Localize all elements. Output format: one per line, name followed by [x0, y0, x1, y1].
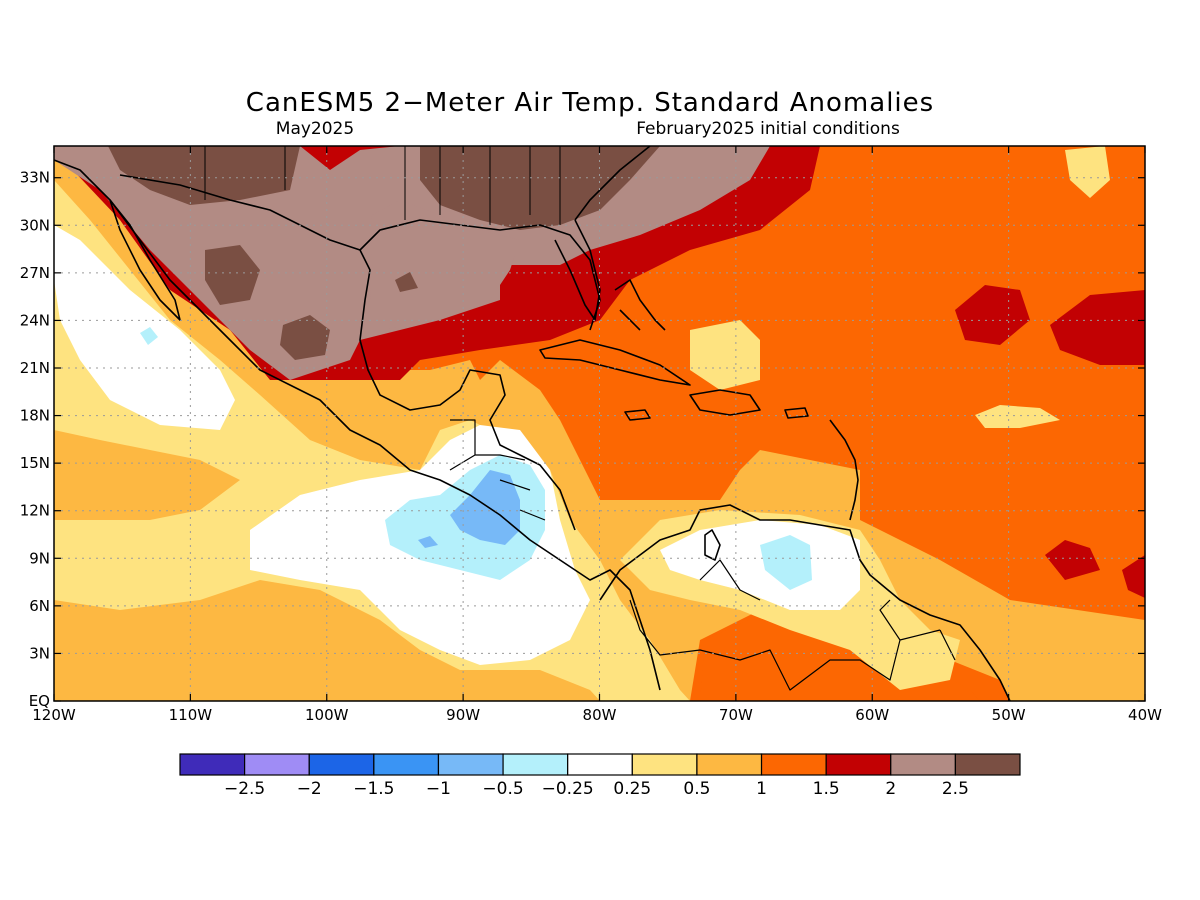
lat-tick-label: 27N [20, 264, 50, 282]
colorbar-swatch [244, 753, 310, 776]
latitude-axis: EQ 3N 6N 9N 12N 15N 18N 21N 24N 27N 30N 33N [20, 169, 1145, 710]
central-america-borders [449, 419, 546, 521]
lon-tick-label: 80W [583, 706, 617, 724]
anomaly-contour-fills [54, 146, 1145, 701]
colorbar-label: −0.5 [482, 779, 523, 799]
colorbar-swatch [437, 753, 504, 776]
us-east-coast [574, 146, 651, 221]
lat-tick-label: 24N [20, 311, 50, 329]
colorbar-swatch [631, 753, 698, 776]
colorbar-swatch [308, 753, 375, 776]
colorbar-swatch [696, 753, 763, 776]
fill-level-neutral-vzla [660, 520, 860, 610]
lat-tick-label: 9N [29, 549, 50, 567]
fill-level-1.5-2-atl4 [1122, 555, 1145, 598]
us-gulf-coast [359, 219, 601, 331]
colorbar-swatch [760, 753, 827, 776]
colorbar-label: −2 [297, 779, 322, 799]
fill-level-0.25-0.5-atl [1065, 146, 1110, 198]
map-gridlines [54, 146, 1145, 701]
fill-level-gt-2.5-west [108, 146, 300, 205]
fill-level-0.5-1-pacific-s [54, 580, 600, 701]
lat-tick-label: 33N [20, 169, 50, 187]
lat-tick-label: EQ [29, 692, 50, 710]
lat-tick-label: 3N [29, 644, 50, 662]
colorbar-label: 2.5 [942, 779, 969, 799]
cuba [539, 339, 691, 386]
colorbar-label: 1.5 [813, 779, 840, 799]
fill-level-gt-2.5-gulf [395, 272, 418, 292]
lon-tick-label: 100W [305, 706, 349, 724]
fill-level-1.5-2-atl3 [1045, 540, 1100, 580]
lon-tick-label: 40W [1128, 706, 1162, 724]
map-subtitle-initial-conditions: February2025 initial conditions [636, 119, 900, 139]
fill-level-0.5-1-west [54, 430, 240, 520]
colorbar-label: 1 [756, 779, 767, 799]
lesser-antilles [829, 419, 859, 521]
fill-level-gt-2.5-mx [205, 245, 260, 305]
pacific-coastline [54, 159, 661, 691]
coastlines-and-borders [54, 146, 1011, 701]
colorbar-label: 0.5 [683, 779, 710, 799]
colorbar-label: −1 [426, 779, 451, 799]
lake-maracaibo [704, 529, 721, 561]
colorbar-label: −2.5 [224, 779, 265, 799]
longitude-axis: 120W 110W 100W 90W 80W 70W 60W 50W 40W [32, 146, 1162, 724]
lat-tick-label: 15N [20, 454, 50, 472]
fill-level-1.5-2-atl2 [1050, 290, 1145, 365]
lon-tick-label: 110W [169, 706, 213, 724]
colorbar-swatch [890, 753, 956, 776]
lat-tick-label: 12N [20, 502, 50, 520]
lon-tick-label: 120W [32, 706, 76, 724]
fill-level-gt-2.5-mx2 [280, 315, 330, 360]
mx-us-border [119, 174, 361, 251]
map-title: CanESM5 2−Meter Air Temp. Standard Anoma… [246, 88, 934, 118]
colorbar-swatch [954, 753, 1021, 776]
colorbar-swatch [567, 753, 633, 776]
lat-tick-label: 6N [29, 597, 50, 615]
colorbar-label: −0.25 [542, 779, 594, 799]
fill-level-m0.5-small [418, 536, 438, 548]
us-state-lines [204, 146, 561, 225]
colorbar-label: 0.25 [613, 779, 651, 799]
puerto-rico [784, 407, 809, 419]
fill-level-2-2.5-gulf [370, 200, 520, 330]
fill-level-m0.25-pac [140, 327, 158, 345]
map-subtitle-period: May2025 [276, 119, 354, 139]
fill-level-m0.25-vzla [760, 535, 812, 590]
lat-tick-label: 21N [20, 359, 50, 377]
fill-level-m0.5 [450, 470, 520, 545]
lon-tick-label: 90W [446, 706, 480, 724]
lon-tick-label: 50W [992, 706, 1026, 724]
south-america-north-coast [599, 504, 1011, 701]
jamaica [624, 409, 651, 421]
fill-level-1.5-2-atl [955, 285, 1030, 345]
fill-level-neutral-baja [54, 225, 235, 430]
colorbar-swatch [825, 753, 892, 776]
colorbar-swatch [502, 753, 569, 776]
colorbar: −2.5 −2 −1.5 −1 −0.5 −0.25 0.25 0.5 1 1.5 2 2.5 [179, 753, 1021, 799]
south-america-borders [629, 559, 956, 691]
colorbar-label: 2 [885, 779, 896, 799]
colorbar-label: −1.5 [353, 779, 394, 799]
fill-level-0.25-0.5-atl2 [975, 405, 1060, 428]
lon-tick-label: 60W [855, 706, 889, 724]
gulf-coast [359, 249, 576, 531]
fill-level-0.25-0.5-caribbean [690, 320, 760, 390]
colorbar-swatch [179, 753, 246, 776]
colorbar-swatch [373, 753, 440, 776]
hispaniola [689, 389, 761, 416]
lon-tick-label: 70W [719, 706, 753, 724]
lat-tick-label: 30N [20, 216, 50, 234]
lat-tick-label: 18N [20, 407, 50, 425]
